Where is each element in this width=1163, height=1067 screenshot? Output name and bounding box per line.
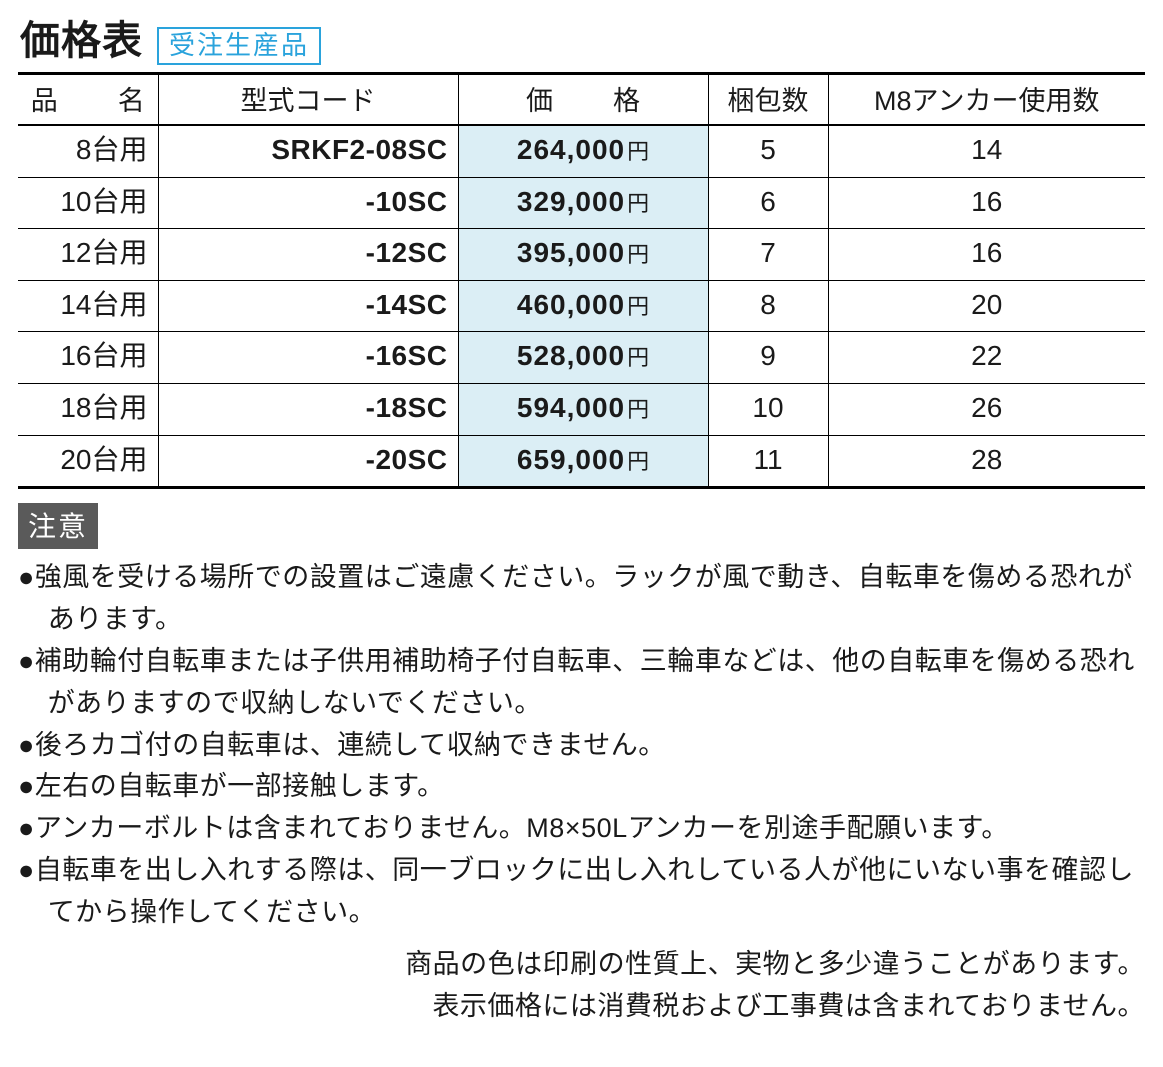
cell-anchor: 16 xyxy=(828,177,1145,229)
cell-name: 20台用 xyxy=(18,435,158,488)
cell-model: SRKF2-08SC xyxy=(158,125,458,177)
table-row: 18台用-18SC594,000円1026 xyxy=(18,383,1145,435)
cell-name: 8台用 xyxy=(18,125,158,177)
cell-qty: 7 xyxy=(708,229,828,281)
caution-item: 強風を受ける場所での設置はご遠慮ください。ラックが風で動き、自転車を傷める恐れが… xyxy=(18,557,1141,641)
cell-name: 10台用 xyxy=(18,177,158,229)
cell-name: 14台用 xyxy=(18,280,158,332)
col-price: 価格 xyxy=(458,74,708,126)
cell-qty: 11 xyxy=(708,435,828,488)
cell-price: 264,000円 xyxy=(458,125,708,177)
caution-badge: 注意 xyxy=(18,503,98,549)
cell-anchor: 26 xyxy=(828,383,1145,435)
cell-price: 395,000円 xyxy=(458,229,708,281)
cell-anchor: 16 xyxy=(828,229,1145,281)
title-row: 価格表 受注生産品 xyxy=(20,8,1145,66)
table-row: 16台用-16SC528,000円922 xyxy=(18,332,1145,384)
cell-anchor: 20 xyxy=(828,280,1145,332)
cell-model: -12SC xyxy=(158,229,458,281)
price-table-header-row: 品名 型式コード 価格 梱包数 M8アンカー使用数 xyxy=(18,74,1145,126)
cell-price: 594,000円 xyxy=(458,383,708,435)
col-qty: 梱包数 xyxy=(708,74,828,126)
caution-list: 強風を受ける場所での設置はご遠慮ください。ラックが風で動き、自転車を傷める恐れが… xyxy=(18,557,1145,934)
cell-model: -20SC xyxy=(158,435,458,488)
caution-item: 自転車を出し入れする際は、同一ブロックに出し入れしている人が他にいない事を確認し… xyxy=(18,850,1141,934)
cell-name: 12台用 xyxy=(18,229,158,281)
made-to-order-badge: 受注生産品 xyxy=(157,27,321,65)
cell-price: 528,000円 xyxy=(458,332,708,384)
cell-qty: 10 xyxy=(708,383,828,435)
table-row: 8台用SRKF2-08SC264,000円514 xyxy=(18,125,1145,177)
caution-item: 左右の自転車が一部接触します。 xyxy=(18,766,1141,808)
cell-price: 460,000円 xyxy=(458,280,708,332)
cell-model: -10SC xyxy=(158,177,458,229)
cell-qty: 8 xyxy=(708,280,828,332)
cell-qty: 9 xyxy=(708,332,828,384)
caution-item: 補助輪付自転車または子供用補助椅子付自転車、三輪車などは、他の自転車を傷める恐れ… xyxy=(18,641,1141,725)
footer-line: 商品の色は印刷の性質上、実物と多少違うことがあります。 xyxy=(18,944,1145,986)
cell-price: 659,000円 xyxy=(458,435,708,488)
caution-item: 後ろカゴ付の自転車は、連続して収納できません。 xyxy=(18,725,1141,767)
col-anchor: M8アンカー使用数 xyxy=(828,74,1145,126)
cell-anchor: 14 xyxy=(828,125,1145,177)
cell-model: -16SC xyxy=(158,332,458,384)
price-sheet: 価格表 受注生産品 品名 型式コード 価格 梱包数 M8アンカー使用数 8台用S… xyxy=(0,0,1163,1067)
page-title: 価格表 xyxy=(20,8,143,66)
caution-item: アンカーボルトは含まれておりません。M8×50Lアンカーを別途手配願います。 xyxy=(18,808,1141,850)
cell-anchor: 22 xyxy=(828,332,1145,384)
table-row: 12台用-12SC395,000円716 xyxy=(18,229,1145,281)
cell-qty: 6 xyxy=(708,177,828,229)
col-name: 品名 xyxy=(18,74,158,126)
table-row: 14台用-14SC460,000円820 xyxy=(18,280,1145,332)
cell-name: 16台用 xyxy=(18,332,158,384)
cell-model: -14SC xyxy=(158,280,458,332)
cell-model: -18SC xyxy=(158,383,458,435)
cell-price: 329,000円 xyxy=(458,177,708,229)
footer-notes: 商品の色は印刷の性質上、実物と多少違うことがあります。表示価格には消費税および工… xyxy=(18,944,1145,1028)
table-row: 20台用-20SC659,000円1128 xyxy=(18,435,1145,488)
footer-line: 表示価格には消費税および工事費は含まれておりません。 xyxy=(18,986,1145,1028)
cell-anchor: 28 xyxy=(828,435,1145,488)
cell-name: 18台用 xyxy=(18,383,158,435)
table-row: 10台用-10SC329,000円616 xyxy=(18,177,1145,229)
price-table: 品名 型式コード 価格 梱包数 M8アンカー使用数 8台用SRKF2-08SC2… xyxy=(18,72,1145,489)
cell-qty: 5 xyxy=(708,125,828,177)
